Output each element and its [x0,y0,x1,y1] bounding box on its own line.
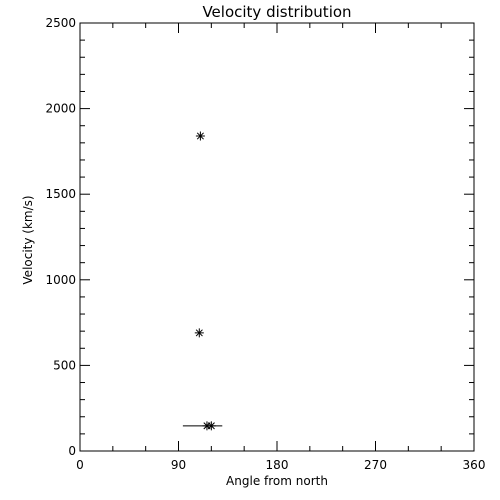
x-tick-label: 180 [266,458,289,472]
asterisk-stroke [195,329,203,337]
axes-layer: 0 90 180 270 360 0 500 1000 1500 2000 2500 [45,16,485,472]
y-tick-label: 500 [53,358,76,372]
x-tick-label: 90 [171,458,186,472]
data-point [206,421,216,431]
data-point [194,328,204,338]
y-tick-label: 2000 [45,102,76,116]
y-tick-label: 0 [68,444,76,458]
x-axis-label: Angle from north [226,474,328,488]
y-tick-label: 1500 [45,187,76,201]
asterisk-stroke [196,132,204,140]
marks-layer [182,131,223,431]
chart-title: Velocity distribution [202,3,351,21]
x-tick-label: 270 [364,458,387,472]
asterisk-stroke [207,422,215,430]
y-tick-label: 1000 [45,273,76,287]
data-point [195,131,205,141]
x-tick-label: 360 [463,458,486,472]
x-tick-label: 0 [76,458,84,472]
y-axis-label: Velocity (km/s) [21,195,35,284]
y-tick-label: 2500 [45,16,76,30]
